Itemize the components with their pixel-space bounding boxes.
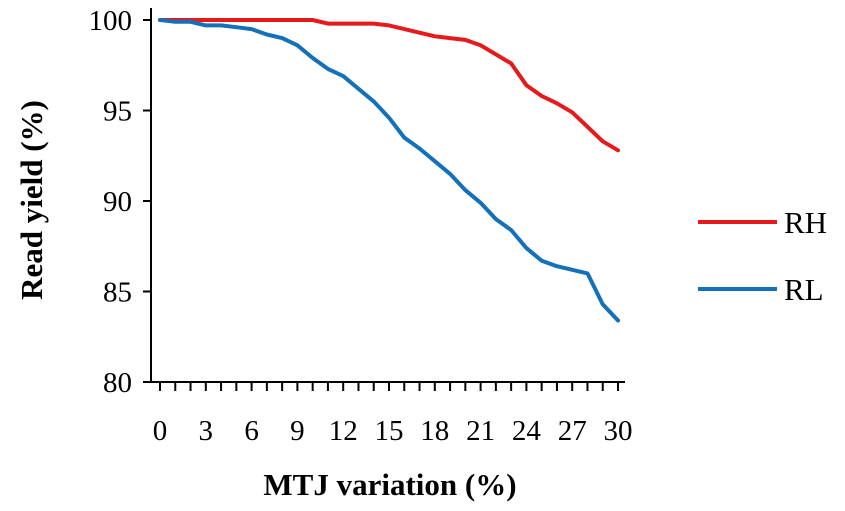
x-tick-label: 0 <box>153 415 168 447</box>
axes <box>150 8 625 383</box>
series-line-rh <box>158 18 620 153</box>
x-tick-label: 18 <box>420 415 449 447</box>
series-line-rl <box>158 18 620 323</box>
y-tick-label: 90 <box>103 186 132 218</box>
y-tick-label: 100 <box>89 5 133 37</box>
x-tick-label: 21 <box>466 415 495 447</box>
legend-label-rh: RH <box>784 205 827 240</box>
x-tick-label: 24 <box>512 415 542 447</box>
y-tick-label: 85 <box>103 277 132 309</box>
y-tick-label: 95 <box>103 96 132 128</box>
legend: RH RL <box>698 205 827 307</box>
x-tick-label: 12 <box>329 415 358 447</box>
legend-label-rl: RL <box>784 272 824 307</box>
x-tick-label: 15 <box>375 415 404 447</box>
x-tick-label: 6 <box>244 415 259 447</box>
x-tick-label: 27 <box>558 415 587 447</box>
x-axis-ticks: 0 3 6 9 12 15 18 21 24 27 30 <box>153 382 633 447</box>
y-axis-ticks: 80 85 90 95 100 <box>89 5 151 399</box>
series-lines <box>158 18 620 323</box>
x-axis-title: MTJ variation (%) <box>263 467 516 502</box>
x-tick-label: 30 <box>604 415 633 447</box>
y-axis-title: Read yield (%) <box>14 100 49 300</box>
x-tick-label: 3 <box>199 415 214 447</box>
x-tick-label: 9 <box>290 415 305 447</box>
y-tick-label: 80 <box>103 367 132 399</box>
